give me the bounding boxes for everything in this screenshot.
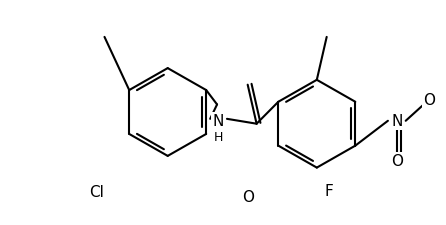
- Text: O: O: [423, 92, 435, 107]
- Text: F: F: [324, 183, 333, 198]
- Text: N: N: [391, 114, 402, 129]
- Text: N: N: [212, 114, 224, 129]
- Text: Cl: Cl: [89, 185, 104, 200]
- Text: O: O: [391, 154, 403, 169]
- Text: O: O: [242, 189, 254, 205]
- Text: H: H: [213, 130, 223, 143]
